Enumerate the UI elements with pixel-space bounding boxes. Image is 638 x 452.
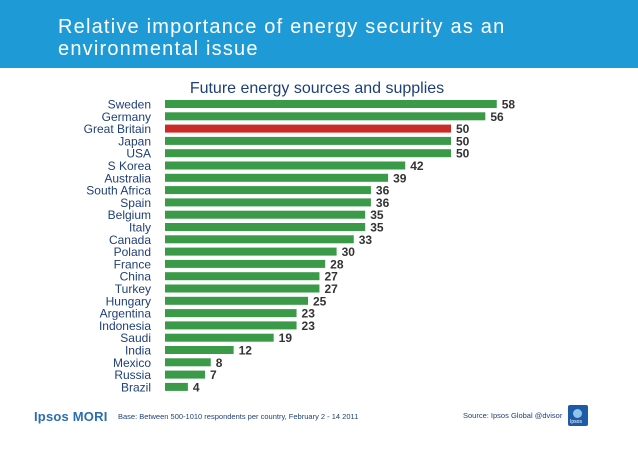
ipsos-badge-icon: Ipsos — [568, 405, 588, 426]
value-label: 33 — [359, 233, 373, 247]
category-label: Sweden — [108, 98, 151, 112]
category-label: Canada — [109, 233, 151, 247]
title-line-1: Relative importance of energy security a… — [58, 16, 506, 38]
bar — [165, 161, 406, 170]
bar — [165, 112, 486, 121]
bar — [165, 173, 389, 182]
bar — [165, 296, 308, 305]
title-line-2: environmental issue — [58, 38, 259, 60]
bar — [165, 186, 371, 195]
category-label: Turkey — [115, 282, 151, 296]
value-label: 42 — [410, 159, 424, 173]
category-label: China — [120, 270, 152, 284]
category-label: Argentina — [100, 307, 152, 321]
category-label: India — [125, 344, 151, 358]
base-note: Base: Between 500-1010 respondents per c… — [118, 412, 359, 421]
source-note: Source: Ipsos Global @dvisor — [463, 411, 563, 420]
category-label: Poland — [114, 245, 151, 259]
category-label: Indonesia — [99, 319, 151, 333]
category-label: South Africa — [86, 184, 151, 198]
bar — [165, 284, 320, 293]
badge-dot — [573, 409, 582, 418]
bar — [165, 358, 211, 367]
category-label: Italy — [129, 221, 151, 235]
category-label: Spain — [120, 196, 151, 210]
value-label: 50 — [456, 147, 470, 161]
value-label: 12 — [239, 344, 253, 358]
bar — [165, 259, 326, 268]
bar — [165, 223, 366, 231]
value-label: 19 — [279, 331, 293, 345]
value-label: 23 — [302, 307, 316, 321]
bar — [165, 321, 297, 330]
bar — [165, 382, 188, 391]
bar — [165, 198, 371, 207]
bar — [165, 136, 451, 145]
category-label: Brazil — [121, 380, 151, 394]
badge-label: Ipsos — [570, 419, 582, 425]
bar — [165, 346, 234, 354]
page-title: Relative importance of energy security a… — [58, 16, 618, 60]
bar — [165, 272, 320, 281]
bar — [165, 309, 297, 318]
bar — [165, 333, 274, 342]
value-label: 50 — [456, 134, 470, 148]
category-label: Saudi — [120, 331, 151, 345]
category-label: Hungary — [106, 294, 151, 308]
category-label: Russia — [114, 368, 151, 382]
category-label: USA — [126, 147, 151, 161]
value-label: 8 — [216, 356, 223, 370]
value-label: 39 — [393, 171, 407, 185]
value-label: 4 — [193, 380, 200, 394]
ipsos-mori-logo: Ipsos MORI — [34, 409, 108, 424]
bar — [165, 149, 451, 158]
chart-title: Future energy sources and supplies — [190, 80, 444, 97]
bar — [165, 124, 451, 133]
value-label: 7 — [210, 368, 217, 382]
category-label: Australia — [104, 171, 151, 185]
value-label: 50 — [456, 122, 470, 136]
bar — [165, 247, 337, 256]
category-label: Mexico — [113, 356, 151, 370]
bar — [165, 370, 206, 379]
value-label: 30 — [342, 245, 356, 259]
value-label: 56 — [490, 110, 504, 124]
value-label: 35 — [370, 221, 384, 235]
bar — [165, 235, 354, 244]
value-label: 58 — [502, 98, 516, 112]
value-label: 23 — [302, 319, 316, 333]
value-label: 36 — [376, 196, 390, 210]
value-label: 35 — [370, 208, 384, 222]
category-label: Belgium — [108, 208, 151, 222]
value-label: 27 — [324, 270, 338, 284]
category-label: Great Britain — [84, 122, 151, 136]
bar — [165, 210, 366, 219]
bar — [165, 100, 497, 108]
category-label: Germany — [102, 110, 151, 124]
value-label: 27 — [324, 282, 338, 296]
category-label: France — [114, 257, 152, 271]
category-label: Japan — [118, 134, 151, 148]
title-band — [0, 0, 638, 68]
category-label: S Korea — [108, 159, 152, 173]
value-label: 25 — [313, 294, 327, 308]
value-label: 36 — [376, 184, 390, 198]
value-label: 28 — [330, 257, 344, 271]
